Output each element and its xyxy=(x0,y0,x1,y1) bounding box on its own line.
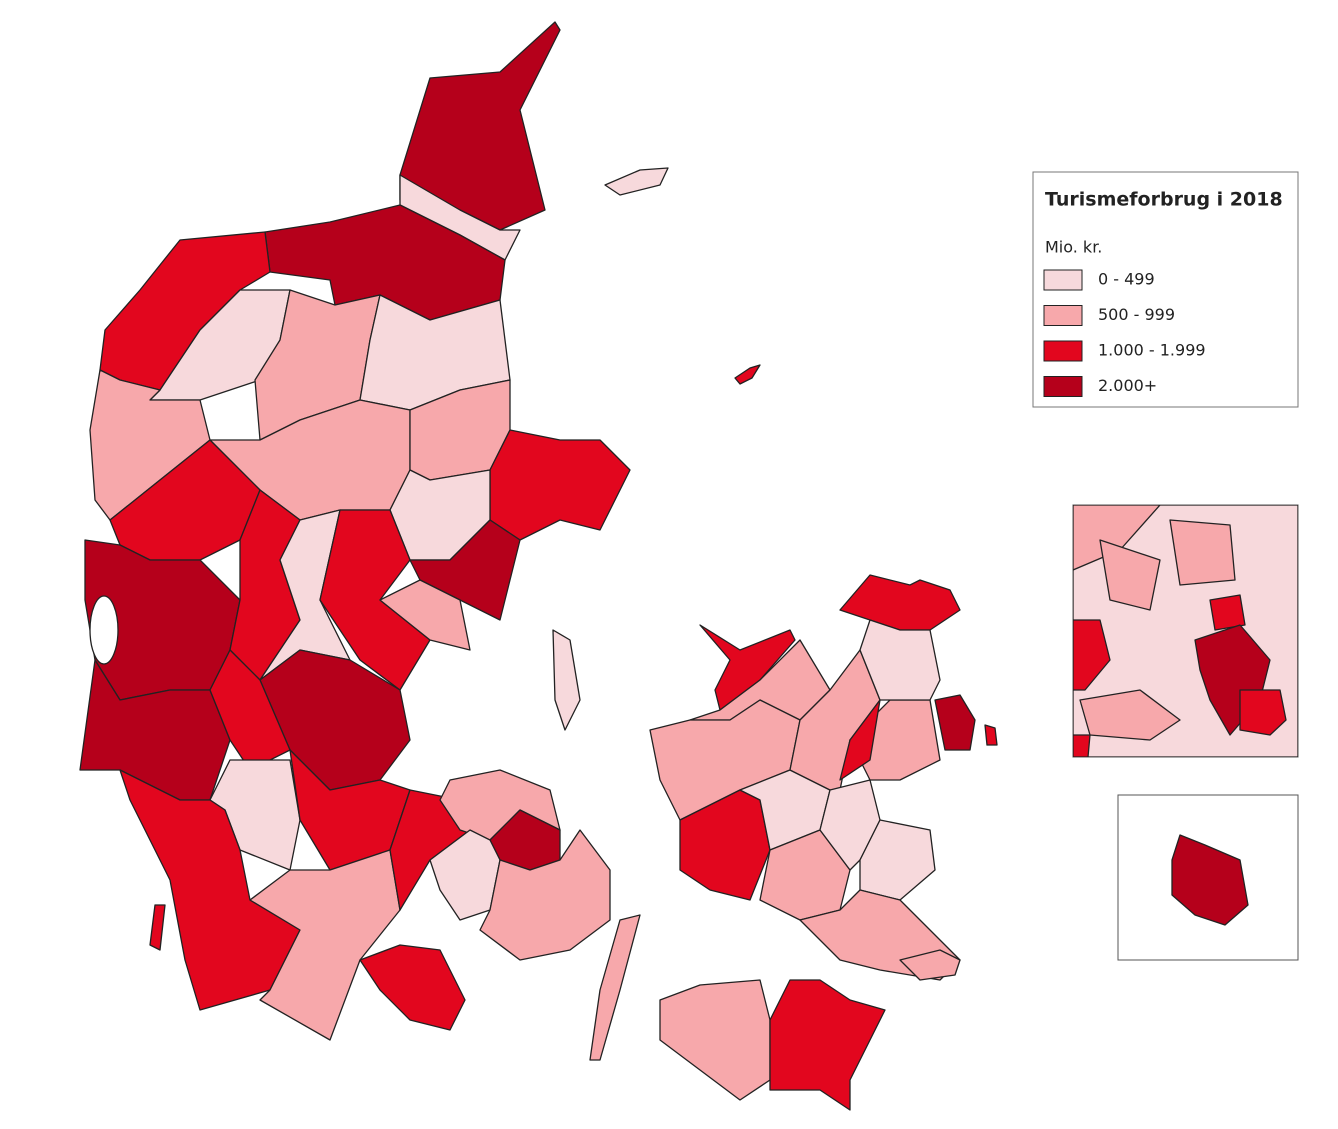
region xyxy=(604,167,669,196)
region xyxy=(934,694,976,751)
region xyxy=(984,724,998,746)
region xyxy=(659,979,771,1101)
legend-swatch xyxy=(1043,376,1083,397)
region xyxy=(359,944,466,1031)
legend-swatch xyxy=(1043,269,1083,291)
region xyxy=(1239,689,1287,736)
region xyxy=(899,949,961,981)
region xyxy=(409,519,521,621)
region xyxy=(552,629,581,731)
region xyxy=(839,699,881,781)
regions xyxy=(79,21,1299,1111)
region xyxy=(479,829,611,961)
region xyxy=(1209,594,1246,631)
legend-swatch xyxy=(1043,340,1083,362)
region xyxy=(859,619,941,701)
region xyxy=(1079,689,1181,741)
legend-swatch xyxy=(1043,305,1083,326)
region xyxy=(839,574,961,631)
region xyxy=(1073,734,1091,757)
legend-label: 500 - 999 xyxy=(1098,305,1175,324)
region xyxy=(769,979,886,1111)
region xyxy=(1171,834,1249,926)
legend-unit: Mio. kr. xyxy=(1045,238,1102,257)
region xyxy=(734,364,761,385)
region xyxy=(379,579,471,651)
legend: Turismeforbrug i 2018 Mio. kr. 0 - 499 50… xyxy=(1032,171,1299,408)
region xyxy=(1073,619,1111,691)
region xyxy=(489,429,631,541)
legend-title: Turismeforbrug i 2018 xyxy=(1045,189,1283,211)
region xyxy=(1099,539,1161,611)
legend-items: 0 - 499 500 - 999 1.000 - 1.999 2.000+ xyxy=(1043,269,1206,397)
region xyxy=(1169,519,1236,586)
legend-label: 0 - 499 xyxy=(1098,270,1155,289)
legend-label: 2.000+ xyxy=(1098,376,1157,395)
legend-label: 1.000 - 1.999 xyxy=(1098,341,1206,360)
region xyxy=(589,914,641,1061)
region xyxy=(149,904,166,951)
